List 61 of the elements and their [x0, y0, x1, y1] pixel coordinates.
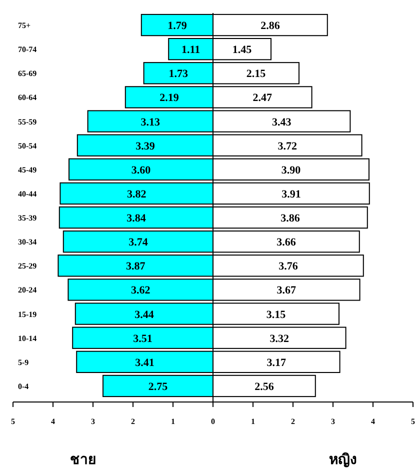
y-tick-label: 45-49	[18, 165, 37, 174]
data-label: 3.67	[276, 284, 297, 297]
y-tick-label: 15-19	[18, 310, 37, 319]
data-label: 3.82	[126, 188, 147, 200]
y-tick-label: 10-14	[18, 334, 37, 343]
data-label: 3.91	[282, 188, 301, 200]
y-tick-label: 35-39	[18, 214, 37, 223]
y-tick-label: 5-9	[18, 358, 29, 367]
y-tick-label: 60-64	[18, 93, 37, 102]
x-tick-label: 4	[371, 417, 375, 426]
y-tick-label: 30-34	[18, 238, 37, 247]
x-tick-label: 1	[171, 417, 175, 426]
data-label: 3.43	[272, 116, 292, 128]
data-label: 3.74	[128, 236, 148, 249]
x-axis-title: หญิง	[329, 452, 357, 468]
y-tick-label: 65-69	[18, 69, 37, 78]
data-label: 3.87	[126, 260, 146, 273]
data-label: 2.86	[260, 20, 280, 32]
data-label: 3.17	[266, 356, 287, 369]
x-tick-label: 2	[291, 417, 295, 426]
data-label: 3.90	[281, 164, 302, 176]
data-label: 3.13	[140, 116, 161, 128]
data-label: 1.45	[232, 44, 252, 56]
data-label: 1.73	[168, 68, 189, 80]
x-tick-label: 5	[411, 417, 415, 426]
data-label: 3.39	[136, 140, 156, 152]
data-label: 3.86	[280, 212, 300, 225]
data-label: 3.41	[135, 356, 154, 369]
data-label: 2.15	[246, 68, 266, 80]
y-tick-label: 40-44	[18, 189, 37, 198]
data-label: 3.60	[131, 164, 152, 176]
data-label: 2.75	[148, 380, 168, 393]
x-axis-title: ชาย	[70, 453, 96, 468]
y-tick-label: 25-29	[18, 262, 37, 271]
y-tick-label: 70-74	[18, 45, 37, 54]
data-label: 3.32	[270, 332, 290, 345]
data-label: 3.72	[278, 140, 298, 152]
data-label: 1.11	[181, 44, 200, 56]
x-tick-label: 1	[251, 417, 255, 426]
x-tick-label: 4	[51, 417, 55, 426]
data-label: 3.51	[133, 332, 152, 345]
data-label: 2.47	[252, 92, 273, 104]
y-tick-label: 75+	[18, 21, 31, 30]
data-label: 1.79	[168, 20, 188, 32]
data-label: 3.15	[266, 308, 286, 321]
data-label: 3.62	[130, 284, 151, 297]
x-tick-label: 2	[131, 417, 135, 426]
data-label: 3.66	[276, 236, 296, 249]
data-label: 2.19	[160, 92, 180, 104]
y-tick-label: 20-24	[18, 286, 37, 295]
y-tick-label: 50-54	[18, 141, 37, 150]
data-label: 3.44	[134, 308, 154, 321]
x-tick-label: 0	[211, 417, 215, 426]
x-tick-label: 3	[331, 417, 335, 426]
y-tick-label: 0-4	[18, 382, 29, 391]
y-tick-label: 55-59	[18, 117, 37, 126]
x-tick-label: 3	[91, 417, 95, 426]
data-label: 2.56	[254, 380, 274, 393]
data-label: 3.84	[126, 212, 146, 225]
data-label: 3.76	[278, 260, 298, 273]
x-tick-label: 5	[11, 417, 15, 426]
